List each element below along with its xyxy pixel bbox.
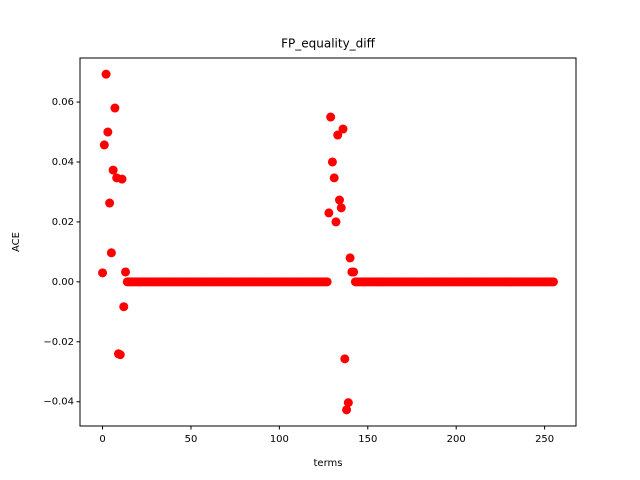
point	[103, 127, 113, 137]
x-tick-label: 150	[358, 434, 377, 445]
point	[338, 124, 348, 134]
y-tick-label: 0.04	[52, 157, 74, 168]
y-tick-label: 0.06	[52, 97, 74, 108]
point	[342, 405, 352, 415]
point	[326, 112, 336, 122]
point	[345, 253, 355, 263]
point	[99, 140, 109, 150]
x-tick-label: 50	[185, 434, 198, 445]
point	[106, 248, 116, 258]
point	[336, 203, 346, 213]
point	[117, 174, 127, 184]
point	[110, 103, 120, 113]
point	[327, 157, 337, 167]
point	[324, 208, 334, 218]
x-tick-label: 200	[447, 434, 466, 445]
point	[108, 165, 118, 175]
plot-frame	[79, 57, 577, 427]
y-tick-label: −0.04	[43, 397, 74, 408]
x-tick-label: 0	[99, 434, 105, 445]
point	[340, 354, 350, 364]
point	[121, 267, 131, 277]
point	[119, 302, 129, 312]
point	[98, 268, 108, 278]
x-tick-label: 100	[270, 434, 289, 445]
x-tick-label: 250	[535, 434, 554, 445]
point	[349, 267, 359, 277]
point	[105, 198, 115, 208]
y-axis-label: ACE	[11, 232, 22, 252]
chart-title: FP_equality_diff	[281, 37, 376, 51]
x-axis-label: terms	[314, 458, 343, 469]
y-tick-label: −0.02	[43, 337, 74, 348]
point	[322, 277, 332, 287]
point	[115, 350, 125, 360]
y-tick-label: 0.02	[52, 217, 74, 228]
point	[101, 69, 111, 79]
point	[333, 130, 343, 140]
point	[343, 398, 353, 408]
point	[329, 173, 339, 183]
point	[334, 195, 344, 205]
y-tick-label: 0.00	[52, 277, 74, 288]
point	[548, 277, 558, 287]
point	[331, 217, 341, 227]
